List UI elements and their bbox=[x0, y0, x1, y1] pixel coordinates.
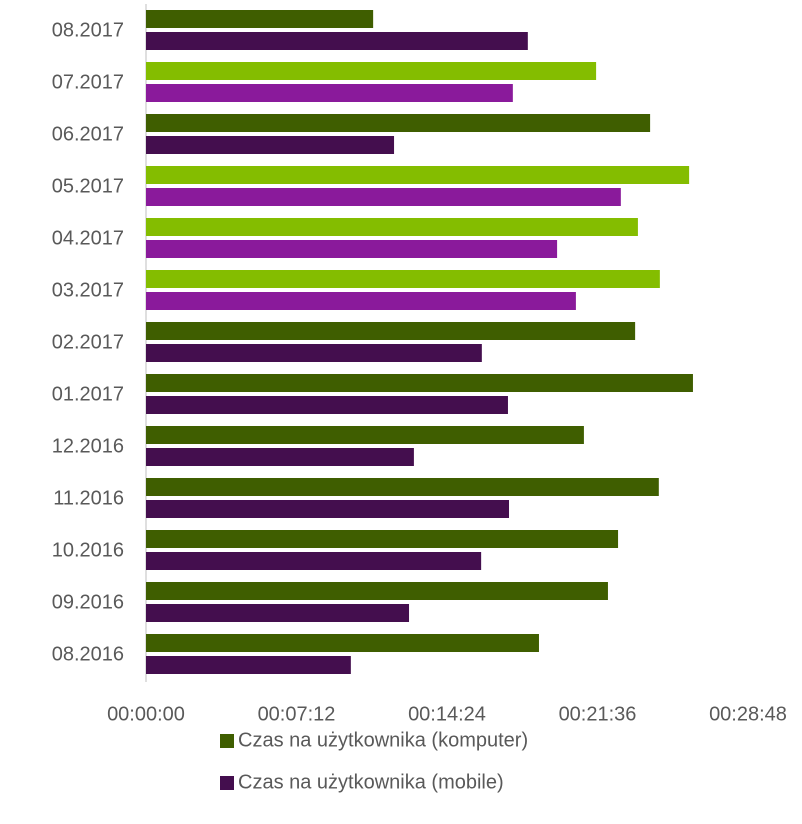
legend-swatch bbox=[220, 734, 234, 748]
bar bbox=[146, 136, 395, 154]
bar bbox=[146, 270, 660, 288]
x-tick-label: 00:07:12 bbox=[258, 703, 336, 725]
y-tick-label: 04.2017 bbox=[52, 227, 124, 249]
bar bbox=[146, 500, 510, 518]
bar bbox=[146, 84, 513, 102]
bar bbox=[146, 10, 374, 28]
legend-swatch bbox=[220, 776, 234, 790]
y-tick-label: 05.2017 bbox=[52, 175, 124, 197]
legend-label: Czas na użytkownika (mobile) bbox=[238, 771, 504, 793]
bar bbox=[146, 322, 636, 340]
bar bbox=[146, 344, 482, 362]
x-tick-label: 00:14:24 bbox=[408, 703, 486, 725]
bar bbox=[146, 114, 651, 132]
legend-label: Czas na użytkownika (komputer) bbox=[238, 729, 528, 751]
bar bbox=[146, 396, 508, 414]
x-tick-label: 00:21:36 bbox=[559, 703, 637, 725]
bar bbox=[146, 478, 659, 496]
bar bbox=[146, 32, 528, 50]
bar bbox=[146, 218, 638, 236]
bar bbox=[146, 604, 410, 622]
y-tick-label: 08.2017 bbox=[52, 19, 124, 41]
bar bbox=[146, 552, 482, 570]
y-tick-label: 06.2017 bbox=[52, 123, 124, 145]
bar bbox=[146, 292, 576, 310]
bar bbox=[146, 374, 693, 392]
x-tick-label: 00:28:48 bbox=[709, 703, 787, 725]
y-tick-label: 12.2016 bbox=[52, 435, 124, 457]
bar bbox=[146, 530, 619, 548]
bar bbox=[146, 240, 558, 258]
bar bbox=[146, 166, 690, 184]
bar bbox=[146, 188, 621, 206]
y-tick-label: 08.2016 bbox=[52, 643, 124, 665]
bar bbox=[146, 582, 608, 600]
y-tick-label: 07.2017 bbox=[52, 71, 124, 93]
y-tick-label: 01.2017 bbox=[52, 383, 124, 405]
bar bbox=[146, 426, 584, 444]
bar bbox=[146, 448, 414, 466]
x-tick-label: 00:00:00 bbox=[107, 703, 185, 725]
y-tick-label: 11.2016 bbox=[53, 487, 124, 509]
bar bbox=[146, 62, 597, 80]
y-tick-label: 03.2017 bbox=[52, 279, 124, 301]
y-tick-label: 09.2016 bbox=[52, 591, 124, 613]
y-tick-label: 10.2016 bbox=[52, 539, 124, 561]
y-tick-label: 02.2017 bbox=[52, 331, 124, 353]
bar bbox=[146, 656, 351, 674]
bar bbox=[146, 634, 539, 652]
